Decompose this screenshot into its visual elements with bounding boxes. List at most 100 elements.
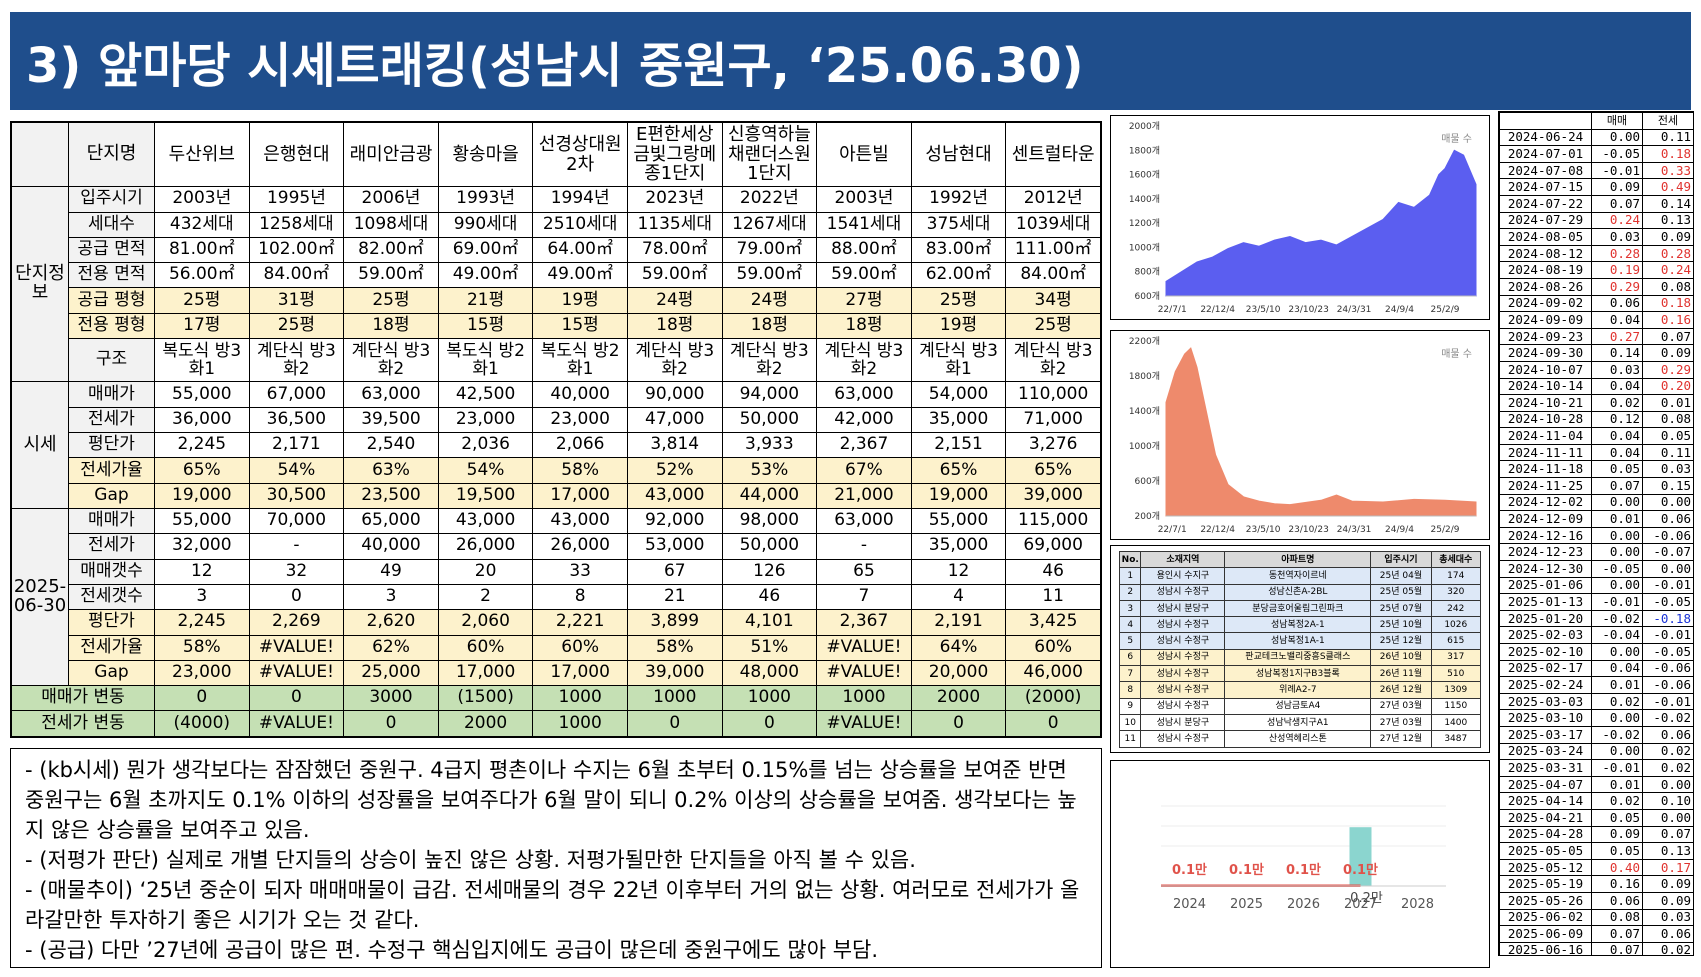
row-label: 입주시기 [68, 186, 155, 213]
apt-cell: 1026 [1430, 616, 1482, 634]
rate-sale: 0.04 [1591, 427, 1643, 445]
value-cell: 102.00㎡ [248, 236, 345, 264]
rate-date: 2024-12-23 [1499, 543, 1592, 562]
rate-jeonse: 0.02 [1642, 759, 1693, 777]
apt-cell: 1309 [1430, 681, 1482, 699]
apt-cell: 성남시 분당구 [1140, 599, 1226, 618]
rate-sale: 0.00 [1591, 576, 1643, 595]
row-label: 매매가 변동 [11, 685, 155, 712]
rate-jeonse: 0.15 [1642, 477, 1693, 495]
apt-row: 8 성남시 수정구 위례A2-7 26년 12월 1309 [1118, 681, 1482, 699]
value-cell: 71,000 [1005, 406, 1101, 434]
listing-area-series [1165, 347, 1477, 517]
apt-cell: 11 [1118, 730, 1142, 748]
value-cell: 62.00㎡ [910, 262, 1007, 289]
rate-jeonse: 0.00 [1642, 808, 1693, 827]
apt-cell: 분당금호어울림그린파크 [1224, 599, 1372, 618]
rate-row: 2024-12-30 -0.05 0.00 [1499, 560, 1693, 578]
value-cell: 83.00㎡ [910, 236, 1007, 264]
value-cell: 1098세대 [343, 211, 439, 238]
value-cell: 39,000 [1005, 482, 1101, 509]
complex-name-cell: 신흥역하늘채랜더스원1단지 [721, 121, 818, 188]
apt-cell: 8 [1118, 681, 1142, 699]
data-row: 전세가율 58% #VALUE! 62% 60% 60% 58% 51% #VALUE! 64% 6… [12, 634, 1101, 661]
apt-cell: 판교테크노밸리중흥S클래스 [1224, 648, 1372, 667]
supply-bar-label: 0.2만 [1350, 891, 1383, 906]
rate-row: 2025-02-17 0.04 -0.06 [1499, 659, 1693, 678]
y-tick-label: 2200개 [1129, 336, 1160, 347]
rate-date: 2024-08-05 [1499, 228, 1592, 246]
value-cell: 2003년 [154, 186, 250, 213]
data-row: 전용 평형 17평 25평 18평 15평 15평 18평 18평 18평 19평 25평 [12, 312, 1101, 340]
sale-listing-chart-svg: 2000개 1800개 1600개 1400개 1200개 1000개 800개 600개 22… [1129, 121, 1477, 315]
rate-row: 2025-05-12 0.40 0.17 [1499, 858, 1693, 877]
rate-jeonse: 0.28 [1642, 244, 1693, 263]
apt-cell: 3 [1118, 599, 1142, 618]
value-cell: 375세대 [910, 211, 1007, 238]
apt-header-row: No. 소재지역 아파트명 입주시기 총세대수 [1118, 550, 1482, 569]
value-cell: 1000 [721, 685, 818, 712]
rate-sale: -0.01 [1591, 759, 1643, 777]
row-label: 전용 면적 [68, 262, 155, 289]
apt-cell: 26년 12월 [1370, 681, 1432, 699]
rate-row: 2024-09-02 0.06 0.18 [1499, 294, 1693, 313]
rate-sale: 0.04 [1591, 377, 1643, 396]
rate-sale: 0.04 [1591, 311, 1643, 329]
rate-sale: 0.28 [1591, 244, 1643, 263]
apt-row: 5 성남시 수정구 성남복정1A-1 25년 12월 615 [1118, 632, 1482, 650]
rate-date: 2025-01-06 [1499, 576, 1592, 595]
rate-date: 2024-11-25 [1499, 477, 1592, 495]
value-cell: 36,000 [154, 406, 250, 434]
supply-line-label: 0.1만 [1343, 862, 1378, 878]
rate-date: 2025-06-02 [1499, 908, 1592, 927]
apt-cell: 1 [1118, 567, 1142, 585]
value-cell: 67% [816, 457, 912, 484]
value-cell: 40,000 [343, 533, 439, 560]
rate-jeonse: 0.08 [1642, 277, 1693, 296]
value-cell: 110,000 [1005, 381, 1101, 408]
apt-cell: 25년 05월 [1370, 583, 1432, 601]
rate-row: 2024-08-19 0.19 0.24 [1499, 261, 1693, 279]
rate-date: 2024-07-22 [1499, 194, 1592, 213]
value-cell: 7 [816, 583, 912, 611]
value-cell: 92,000 [626, 507, 723, 535]
value-cell: 1000 [626, 685, 723, 712]
rate-sale: 0.29 [1591, 277, 1643, 296]
value-cell: 2,036 [437, 431, 534, 459]
rate-sale: 0.00 [1591, 543, 1643, 562]
apt-cell: 산성역헤리스톤 [1224, 730, 1372, 748]
value-cell: 31평 [248, 287, 345, 314]
complex-header-row: 단지명 두산위브 은행현대 래미안금광 황송마을 선경상대원2차 E편한세상금빛그랑메종1단… [11, 121, 1101, 188]
apt-cell: 10 [1118, 713, 1142, 732]
row-label: Gap [68, 659, 155, 687]
value-cell: 62% [343, 634, 439, 661]
rate-jeonse: 0.00 [1642, 775, 1693, 794]
market-tracking-table-panel: 단지명 두산위브 은행현대 래미안금광 황송마을 선경상대원2차 E편한세상금빛그랑메종1단… [10, 121, 1102, 738]
value-cell: 55,000 [154, 381, 250, 408]
value-cell: 88.00㎡ [816, 236, 912, 264]
value-cell: (4000) [154, 710, 250, 737]
row-label: 공급 평형 [68, 287, 155, 314]
value-cell: 2,060 [437, 609, 534, 636]
value-cell: 1039세대 [1005, 211, 1101, 238]
rate-jeonse: 0.10 [1642, 792, 1693, 810]
value-cell: 3,276 [1005, 431, 1101, 459]
rate-jeonse: 0.07 [1642, 825, 1693, 844]
value-cell: 1135세대 [626, 211, 723, 238]
x-tick-label: 23/10/23 [1288, 525, 1328, 535]
value-cell: 2,269 [248, 609, 345, 636]
value-cell: 25평 [910, 287, 1007, 314]
apt-cell: 성남시 수정구 [1140, 648, 1226, 667]
value-cell: 98,000 [721, 507, 818, 535]
value-cell: 32 [248, 558, 345, 585]
rate-sale: -0.05 [1591, 560, 1643, 578]
rate-date: 2024-10-21 [1499, 394, 1592, 412]
value-cell: 8 [532, 583, 628, 611]
apt-cell: 25년 04월 [1370, 567, 1432, 585]
value-cell: 12 [910, 558, 1007, 585]
jeonse-listing-chart-svg: 2200개 1800개 1400개 1000개 600개 200개 22/7/1 22/12/… [1129, 336, 1477, 535]
value-cell: 82.00㎡ [343, 236, 439, 264]
value-cell: 0 [1005, 710, 1101, 737]
value-cell: 46 [1005, 558, 1101, 585]
value-cell: 25평 [248, 312, 345, 340]
